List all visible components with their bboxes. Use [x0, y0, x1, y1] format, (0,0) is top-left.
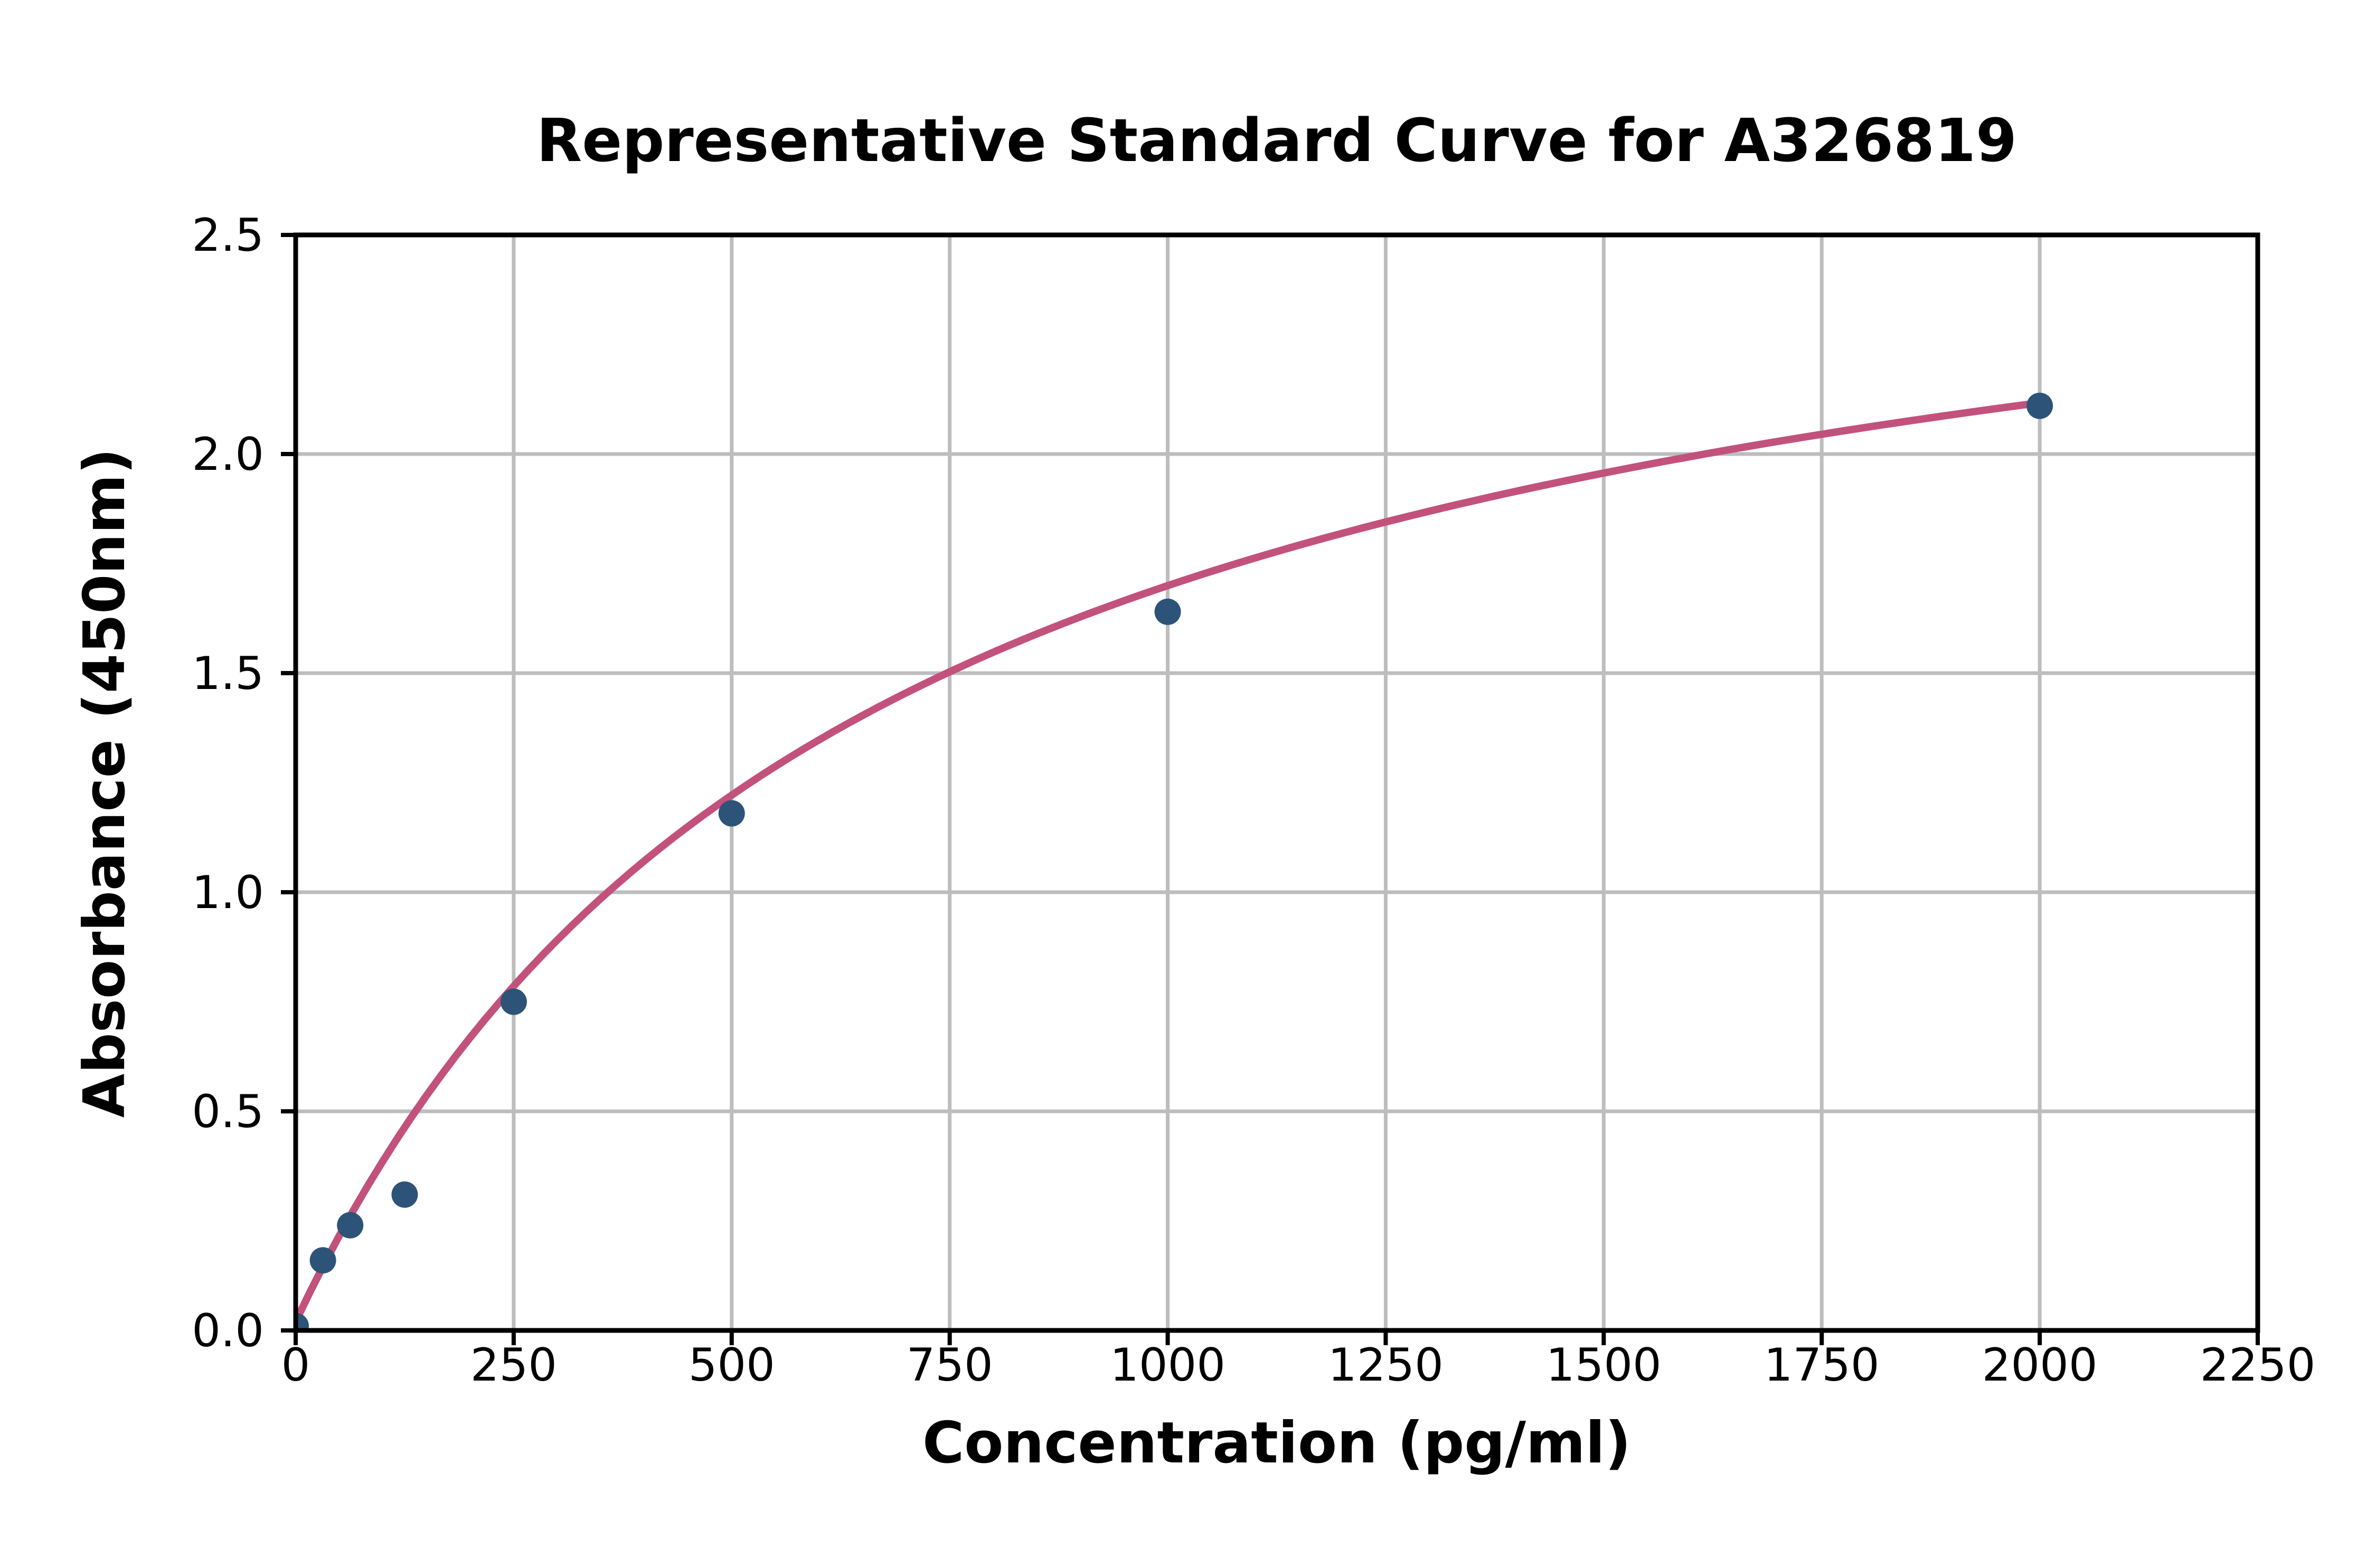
x-tick-label: 1750	[1764, 1339, 1880, 1392]
y-tick-label: 1.5	[192, 647, 264, 700]
x-tick-labels: 0 250 500 750 1000 1250 1500 1750 2000 2250	[281, 1339, 2316, 1392]
x-tick-label: 500	[689, 1339, 775, 1392]
data-point	[391, 1181, 418, 1208]
y-tick-label: 2.5	[192, 209, 264, 262]
data-point	[2026, 392, 2053, 419]
fit-curve	[296, 399, 2044, 1326]
data-points-layer	[296, 392, 2053, 1330]
data-point	[718, 800, 745, 827]
y-tick-labels: 0.0 0.5 1.0 1.5 2.0 2.5	[192, 209, 264, 1357]
x-tick-label: 1000	[1110, 1339, 1225, 1392]
x-tick-label: 2250	[2200, 1339, 2316, 1392]
x-tick-label: 1500	[1546, 1339, 1662, 1392]
x-tick-label: 750	[907, 1339, 993, 1392]
y-tick-label: 2.0	[192, 428, 264, 481]
x-axis-label: Concentration (pg/ml)	[922, 1410, 1631, 1476]
gridlines	[294, 233, 2260, 1333]
x-tick-label: 0	[281, 1339, 310, 1392]
data-point	[309, 1247, 336, 1274]
x-tick-label: 2000	[1982, 1339, 2098, 1392]
data-point	[337, 1212, 364, 1239]
y-tick-label: 0.5	[192, 1085, 264, 1138]
x-tick-label: 1250	[1328, 1339, 1444, 1392]
plot-box-spines	[293, 232, 2260, 1333]
data-point	[500, 988, 527, 1015]
data-point	[1154, 598, 1181, 625]
fit-curve-layer	[296, 399, 2044, 1326]
data-point	[296, 1312, 309, 1330]
y-axis-label: Absorbance (450nm)	[72, 448, 138, 1118]
axes-spines-and-ticks	[281, 232, 2260, 1345]
chart-title: Representative Standard Curve for A32681…	[536, 107, 2017, 175]
x-tick-label: 250	[470, 1339, 557, 1392]
y-tick-label: 1.0	[192, 866, 264, 919]
y-tick-label: 0.0	[192, 1305, 264, 1357]
